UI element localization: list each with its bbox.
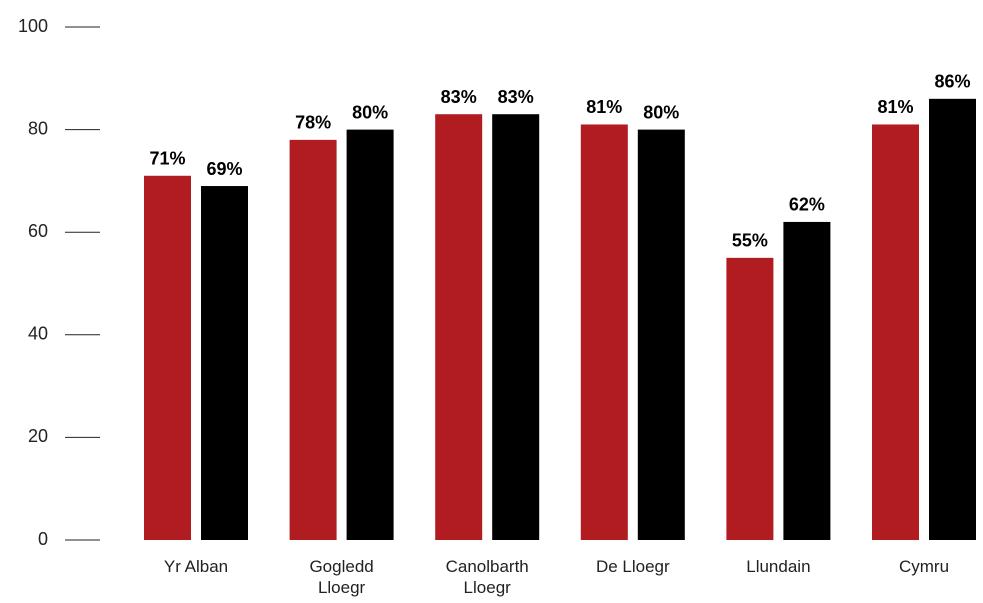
data-label: 83% [441,87,477,107]
x-tick-label: Yr Alban [163,557,229,576]
data-label: 55% [732,231,768,251]
x-tick-label: De Lloegr [595,557,670,576]
y-tick-label: 0 [38,529,48,549]
data-label: 81% [877,97,913,117]
bar [492,114,540,541]
bar [144,175,191,540]
bar [872,124,919,540]
data-label: 69% [206,159,242,179]
bar [289,139,337,541]
data-label: 71% [149,149,185,169]
data-label: 62% [789,195,825,215]
bar [637,129,685,540]
y-tick-label: 20 [28,426,48,446]
data-label: 86% [934,72,970,92]
bar [929,98,976,540]
x-tick-label: Gogledd Lloegr [309,557,374,597]
data-label: 80% [352,102,388,122]
bar [783,221,831,540]
data-label: 83% [498,87,534,107]
x-tick-label: Llundain [746,557,811,576]
data-label: 78% [295,113,331,133]
data-label: 80% [643,102,679,122]
data-label: 81% [586,97,622,117]
y-tick-label: 60 [28,221,48,241]
y-tick-label: 80 [28,118,48,138]
bar [201,186,248,540]
bar [435,114,483,541]
y-tick-label: 40 [28,324,48,344]
bar [346,129,394,540]
bar [726,257,774,540]
x-tick-label: Canolbarth Lloegr [445,557,529,597]
x-tick-label: Cymru [898,557,950,576]
y-tick-label: 100 [18,16,48,36]
bar [580,124,628,540]
